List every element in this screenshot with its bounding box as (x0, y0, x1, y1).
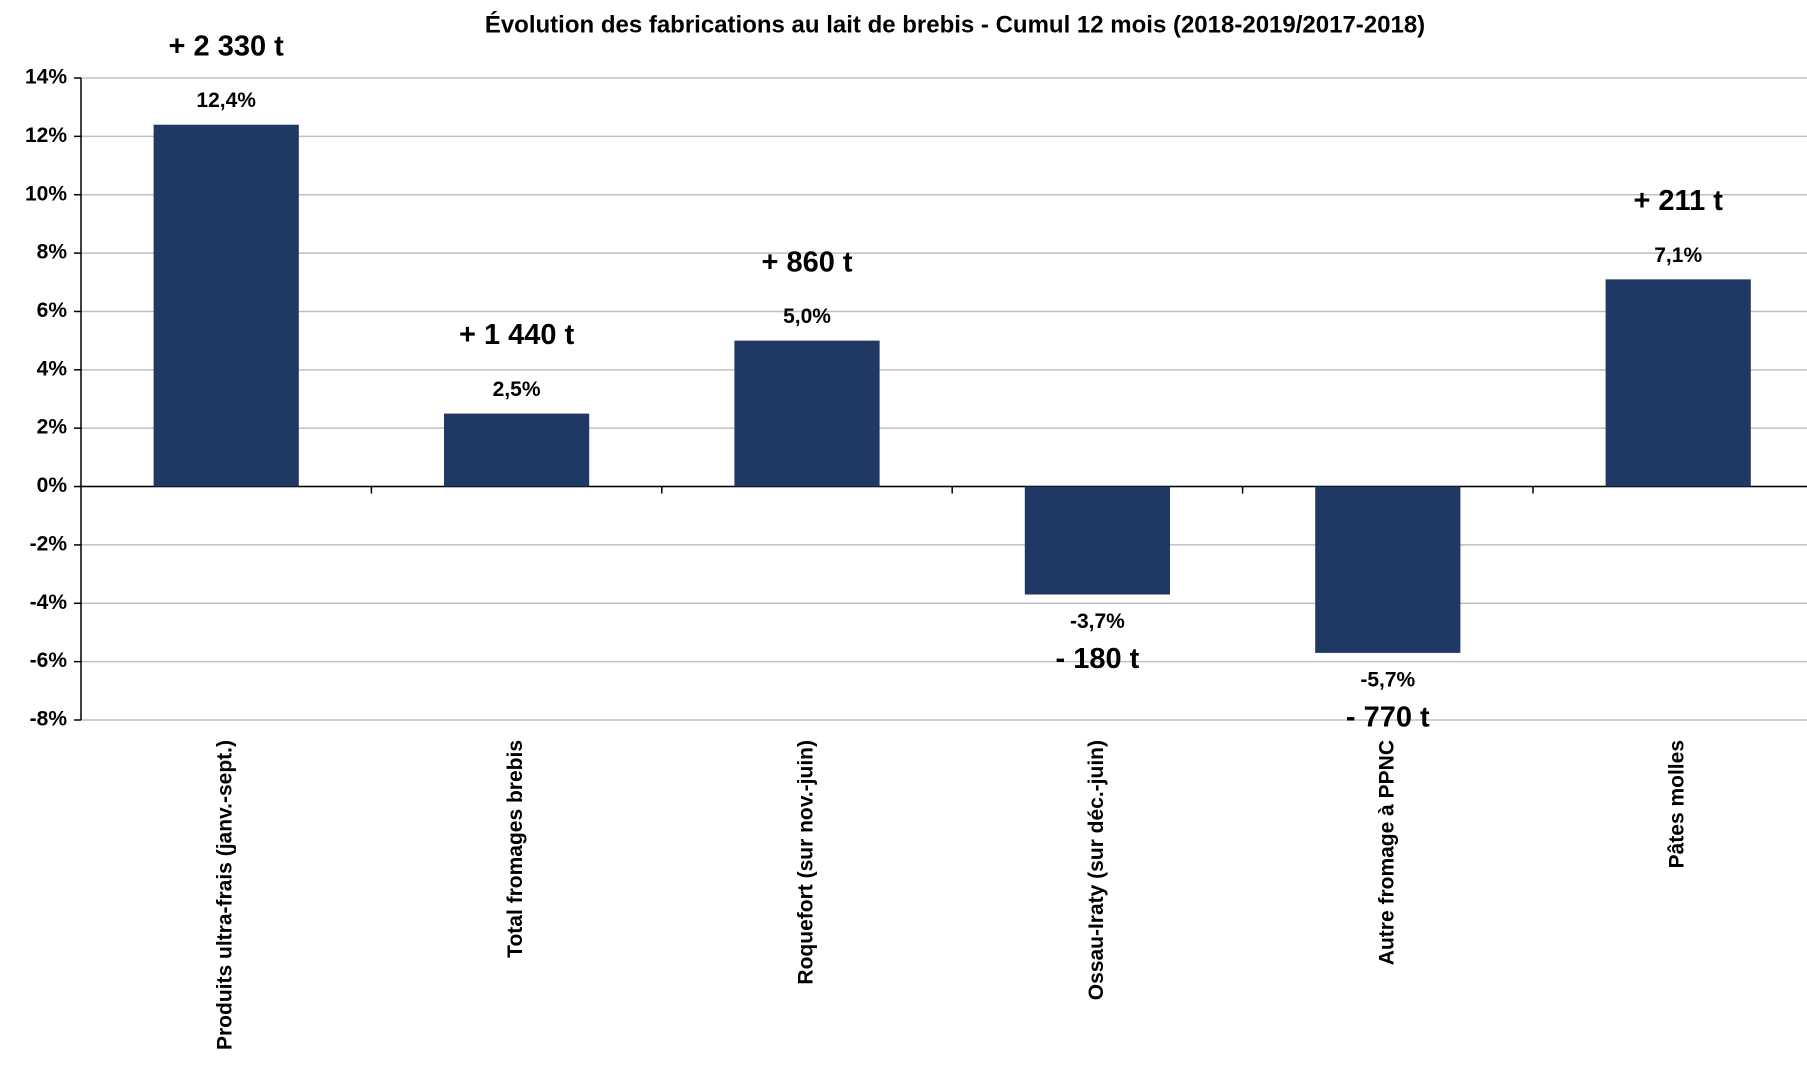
x-tick-label: Produits ultra-frais (janv.-sept.) (214, 740, 237, 1050)
annotation: + 1 440 t (459, 319, 575, 351)
y-tick-label: 10% (25, 182, 67, 205)
value-label: -3,7% (1070, 610, 1125, 633)
x-tick-label: Total fromages brebis (504, 740, 527, 958)
annotation: - 180 t (1055, 643, 1139, 675)
x-tick-label: Ossau-Iraty (sur déc.-juin) (1085, 740, 1108, 1000)
annotation: + 2 330 t (169, 30, 285, 62)
chart-title: Évolution des fabrications au lait de br… (485, 10, 1425, 38)
y-tick-label: -8% (30, 708, 68, 731)
y-tick-label: -6% (30, 649, 68, 672)
value-label: 5,0% (783, 305, 831, 328)
x-tick-label: Roquefort (sur nov.-juin) (795, 740, 818, 985)
y-tick-label: 14% (25, 66, 67, 89)
value-label: 7,1% (1654, 244, 1702, 267)
value-label: -5,7% (1360, 668, 1415, 691)
x-tick-label: Autre fromage à PPNC (1375, 740, 1398, 965)
annotation: - 770 t (1346, 702, 1430, 734)
y-tick-label: -2% (30, 532, 68, 555)
bar (734, 340, 880, 487)
value-label: 12,4% (196, 89, 256, 112)
bar (1605, 279, 1751, 487)
y-tick-label: 4% (37, 357, 68, 380)
annotation: + 211 t (1633, 185, 1723, 217)
bar (153, 124, 299, 487)
y-tick-label: 0% (37, 474, 68, 497)
y-tick-label: -4% (30, 591, 68, 614)
y-tick-label: 8% (37, 241, 68, 264)
x-tick-label: Pâtes molles (1666, 740, 1689, 868)
bar (1024, 486, 1170, 595)
bar (444, 413, 590, 487)
annotation: + 860 t (761, 246, 852, 278)
y-tick-label: 6% (37, 299, 68, 322)
y-tick-label: 2% (37, 416, 68, 439)
bar (1315, 486, 1461, 653)
y-tick-label: 12% (25, 124, 67, 147)
value-label: 2,5% (493, 378, 541, 401)
